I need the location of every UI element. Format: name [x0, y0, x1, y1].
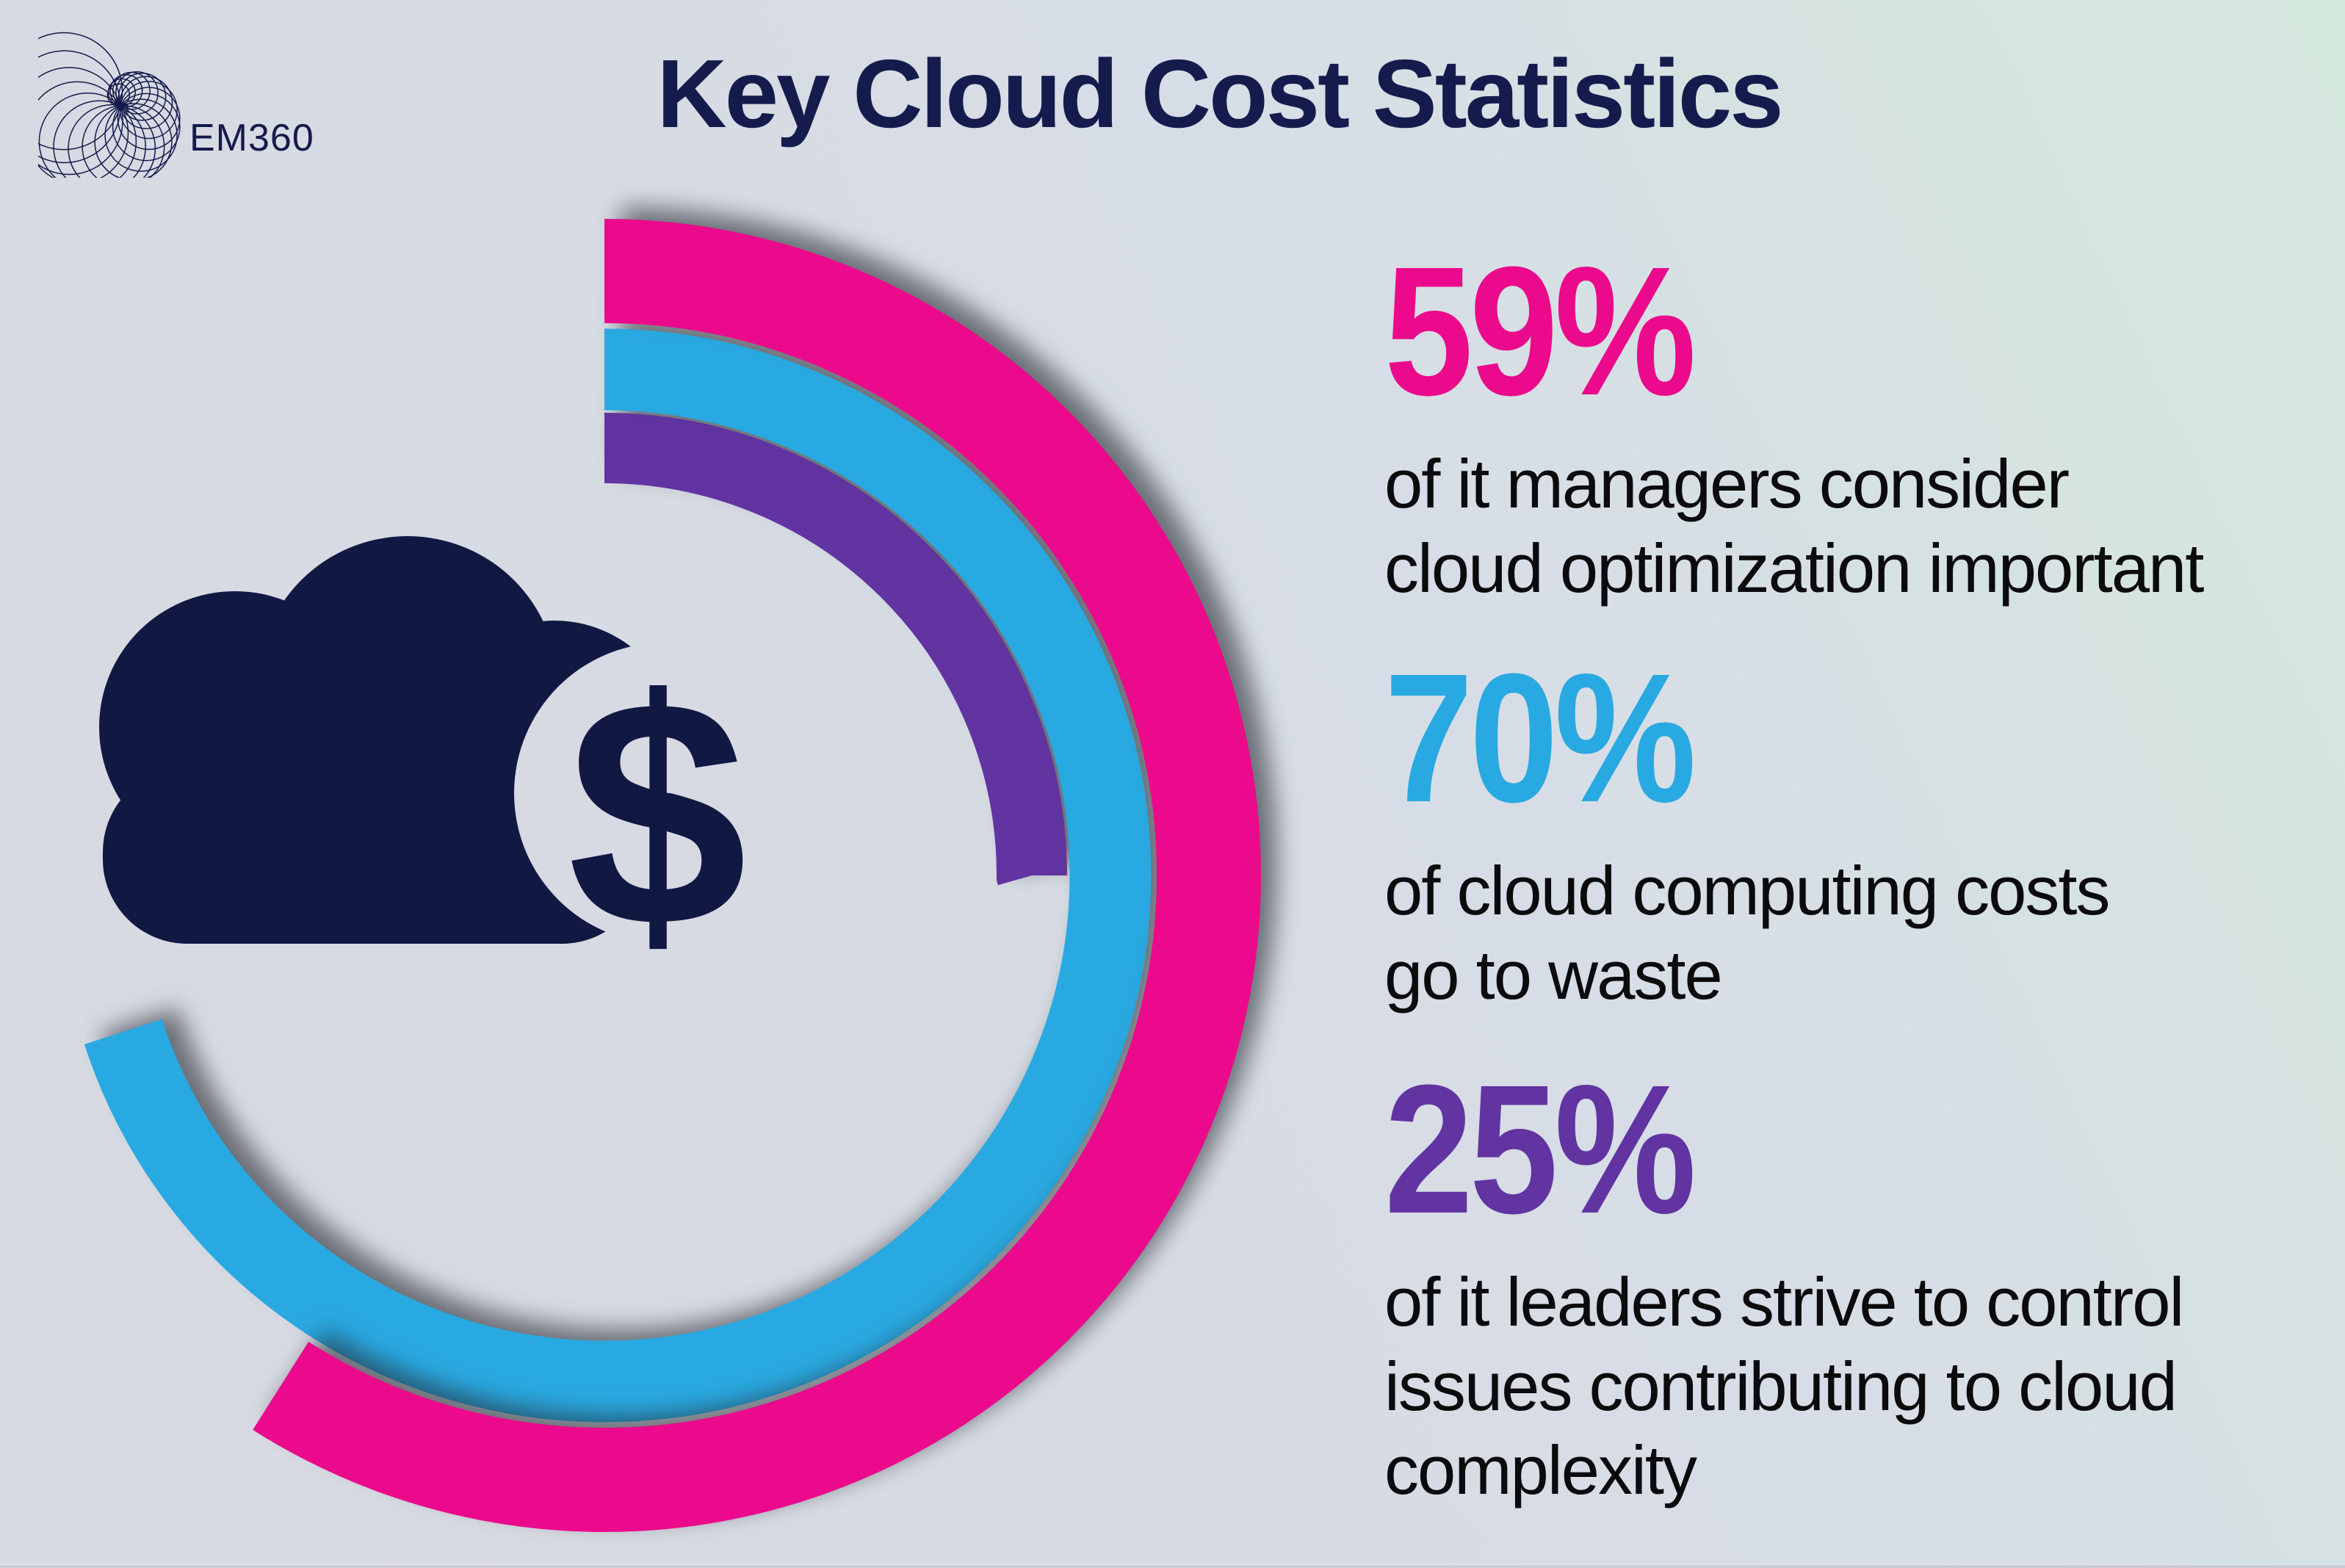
stat-line: of it leaders strive to control: [1384, 1263, 2184, 1340]
stat-line: of cloud computing costs: [1384, 852, 2111, 929]
stat-block-cloud-complexity: 25% of it leaders strive to control issu…: [1384, 1047, 2345, 1513]
brand-logo: EM360: [38, 16, 314, 178]
stat-value-59: 59%: [1384, 228, 1697, 433]
stat-text-59: of it managers consider cloud optimizati…: [1384, 442, 2345, 610]
stat-line: issues contributing to cloud: [1384, 1347, 2178, 1425]
stat-line: cloud optimization important: [1384, 529, 2204, 607]
stat-block-wasted-costs: 70% of cloud computing costs go to waste: [1384, 635, 2345, 1017]
cloud-dollar-icon: [99, 536, 679, 944]
stat-text-25: of it leaders strive to control issues c…: [1384, 1260, 2345, 1513]
stat-block-cloud-optimization: 59% of it managers consider cloud optimi…: [1384, 228, 2345, 610]
page-title: Key Cloud Cost Statistics: [657, 40, 1783, 148]
stat-value-25: 25%: [1384, 1047, 1697, 1251]
stat-value-70: 70%: [1384, 635, 1697, 840]
stat-line: of it managers consider: [1384, 445, 2070, 522]
stat-line: complexity: [1384, 1431, 1697, 1509]
dollar-notch: [514, 643, 815, 944]
brand-name: EM360: [189, 117, 314, 159]
stat-text-70: of cloud computing costs go to waste: [1384, 849, 2345, 1017]
arc-70-percent: [57, 328, 1152, 1423]
dollar-sign: $: [568, 634, 748, 994]
arc-25-percent: [142, 413, 1067, 1338]
stat-line: go to waste: [1384, 936, 1723, 1014]
bottom-border: [0, 1564, 2345, 1568]
arc-59-percent: [0, 219, 1261, 1532]
em360-swirl-icon: [38, 32, 181, 178]
